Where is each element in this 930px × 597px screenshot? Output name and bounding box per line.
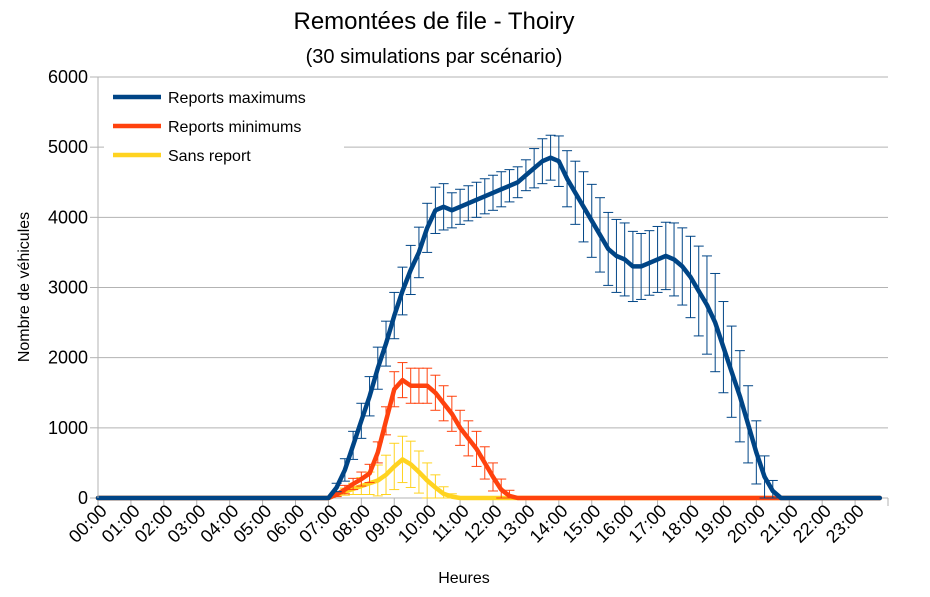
series-group <box>95 134 883 501</box>
y-tick-label: 1000 <box>48 418 88 438</box>
series-line <box>95 377 883 501</box>
legend-label: Sans report <box>168 148 251 165</box>
x-tick-label: 23:00 <box>822 501 868 547</box>
legend: Reports maximums Reports minimums Sans rep… <box>104 81 344 173</box>
x-tick-label: 10:00 <box>394 501 440 547</box>
y-tick-label: 0 <box>78 488 88 508</box>
y-tick-label: 5000 <box>48 137 88 157</box>
legend-label: Reports minimums <box>168 119 301 136</box>
y-axis-ticks: 0 1000 2000 3000 4000 5000 6000 <box>48 67 98 508</box>
chart-subtitle: (30 simulations par scénario) <box>306 46 563 68</box>
series-line <box>95 155 883 501</box>
y-tick-label: 3000 <box>48 278 88 298</box>
chart-title: Remontées de file - Thoiry <box>293 8 574 35</box>
x-axis-ticks: 00:0001:0002:0003:0004:0005:0006:0007:00… <box>65 498 889 547</box>
y-tick-label: 4000 <box>48 207 88 227</box>
series-reports-maximums <box>95 134 883 501</box>
y-tick-label: 6000 <box>48 67 88 87</box>
y-tick-label: 2000 <box>48 348 88 368</box>
y-axis-label: Nombre de véhicules <box>16 212 33 362</box>
x-axis-label: Heures <box>438 570 490 587</box>
legend-label: Reports maximums <box>168 90 306 107</box>
